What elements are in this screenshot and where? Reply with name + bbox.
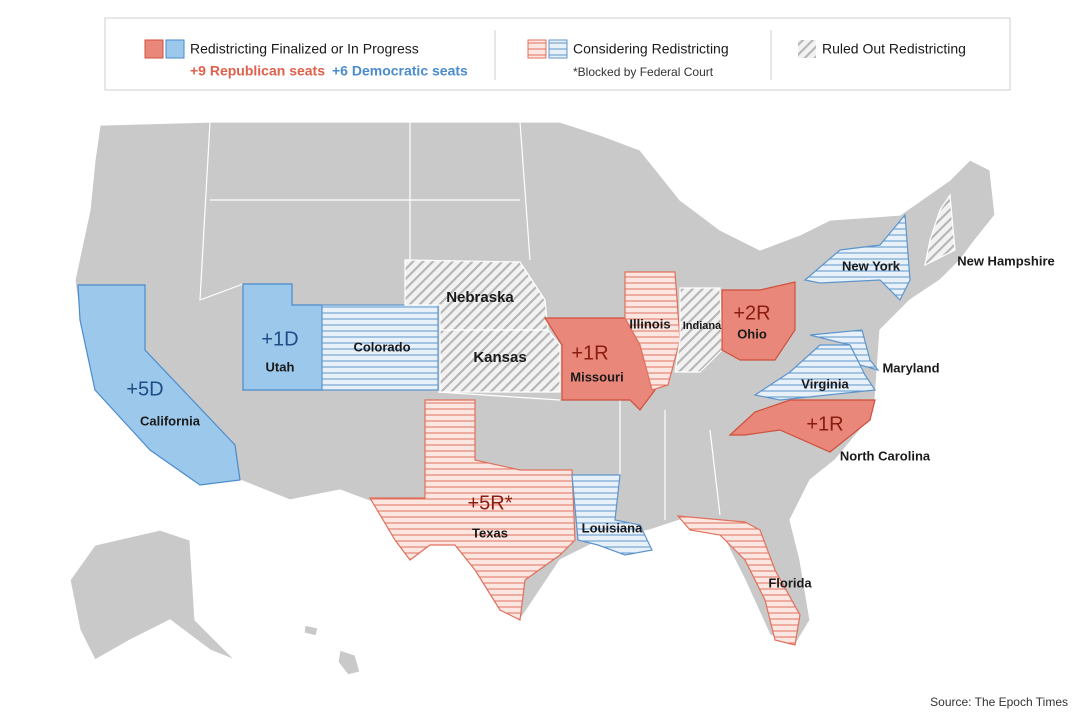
seat-label: +5D [126,378,163,400]
illinois [624,271,681,391]
texas [368,399,576,621]
new-york [803,213,911,302]
states [77,193,956,646]
legend-note: *Blocked by Federal Court [573,65,714,79]
state-label: Illinois [629,316,670,331]
ohio [721,281,796,361]
seat-label: +1R [571,342,608,364]
swatch-r [144,39,164,59]
indiana [674,287,723,373]
seat-label: +1D [261,328,298,350]
source: Source: The Epoch Times [930,695,1068,709]
border [199,121,244,301]
louisiana [571,474,653,556]
legend-label: Ruled Out Redistricting [822,41,966,57]
state-label: Missouri [570,369,623,384]
state-label: New York [842,258,901,273]
state-label: Utah [266,359,295,374]
state-label: North Carolina [840,448,931,463]
swatch-sb [548,39,568,59]
state-label: Virginia [801,376,849,391]
state-label: Florida [768,575,812,590]
swatch-d [165,39,185,59]
labels: +5D California +1D Utah Colorado Nebrask… [126,253,1068,709]
state-label: Louisiana [582,520,643,535]
legend-label: Redistricting Finalized or In Progress [190,41,419,57]
state-label: California [140,413,201,428]
base-map [69,121,996,676]
new-hampshire [924,193,956,267]
swatch-sr [527,39,547,59]
seat-label: +1R [806,413,843,435]
virginia [753,344,877,401]
state-label: Kansas [473,349,526,366]
border [519,121,531,261]
alaska [69,529,236,661]
state-label: Nebraska [446,289,514,306]
border [437,391,561,401]
kansas [439,329,561,393]
california [77,284,241,486]
hawaii [303,624,319,637]
border [709,429,721,516]
state-label: Ohio [737,326,767,341]
legend-dem: +6 Democratic seats [332,63,468,79]
seat-label: +5R* [467,492,512,514]
florida [676,515,801,646]
north-carolina [728,399,876,453]
legend: Redistricting Finalized or In Progress +… [104,17,1011,91]
hawaii [337,649,361,676]
state-label: Texas [472,525,508,540]
state-label: Indiana [683,320,722,332]
legend-rep: +9 Republican seats [190,63,325,79]
swatch-hatch [798,40,816,58]
state-label: New Hampshire [957,253,1055,268]
colorado [321,304,439,391]
state-label: Colorado [353,339,410,354]
legend-label: Considering Redistricting [573,41,729,57]
seat-label: +2R [733,302,770,324]
state-label: Maryland [882,360,939,375]
